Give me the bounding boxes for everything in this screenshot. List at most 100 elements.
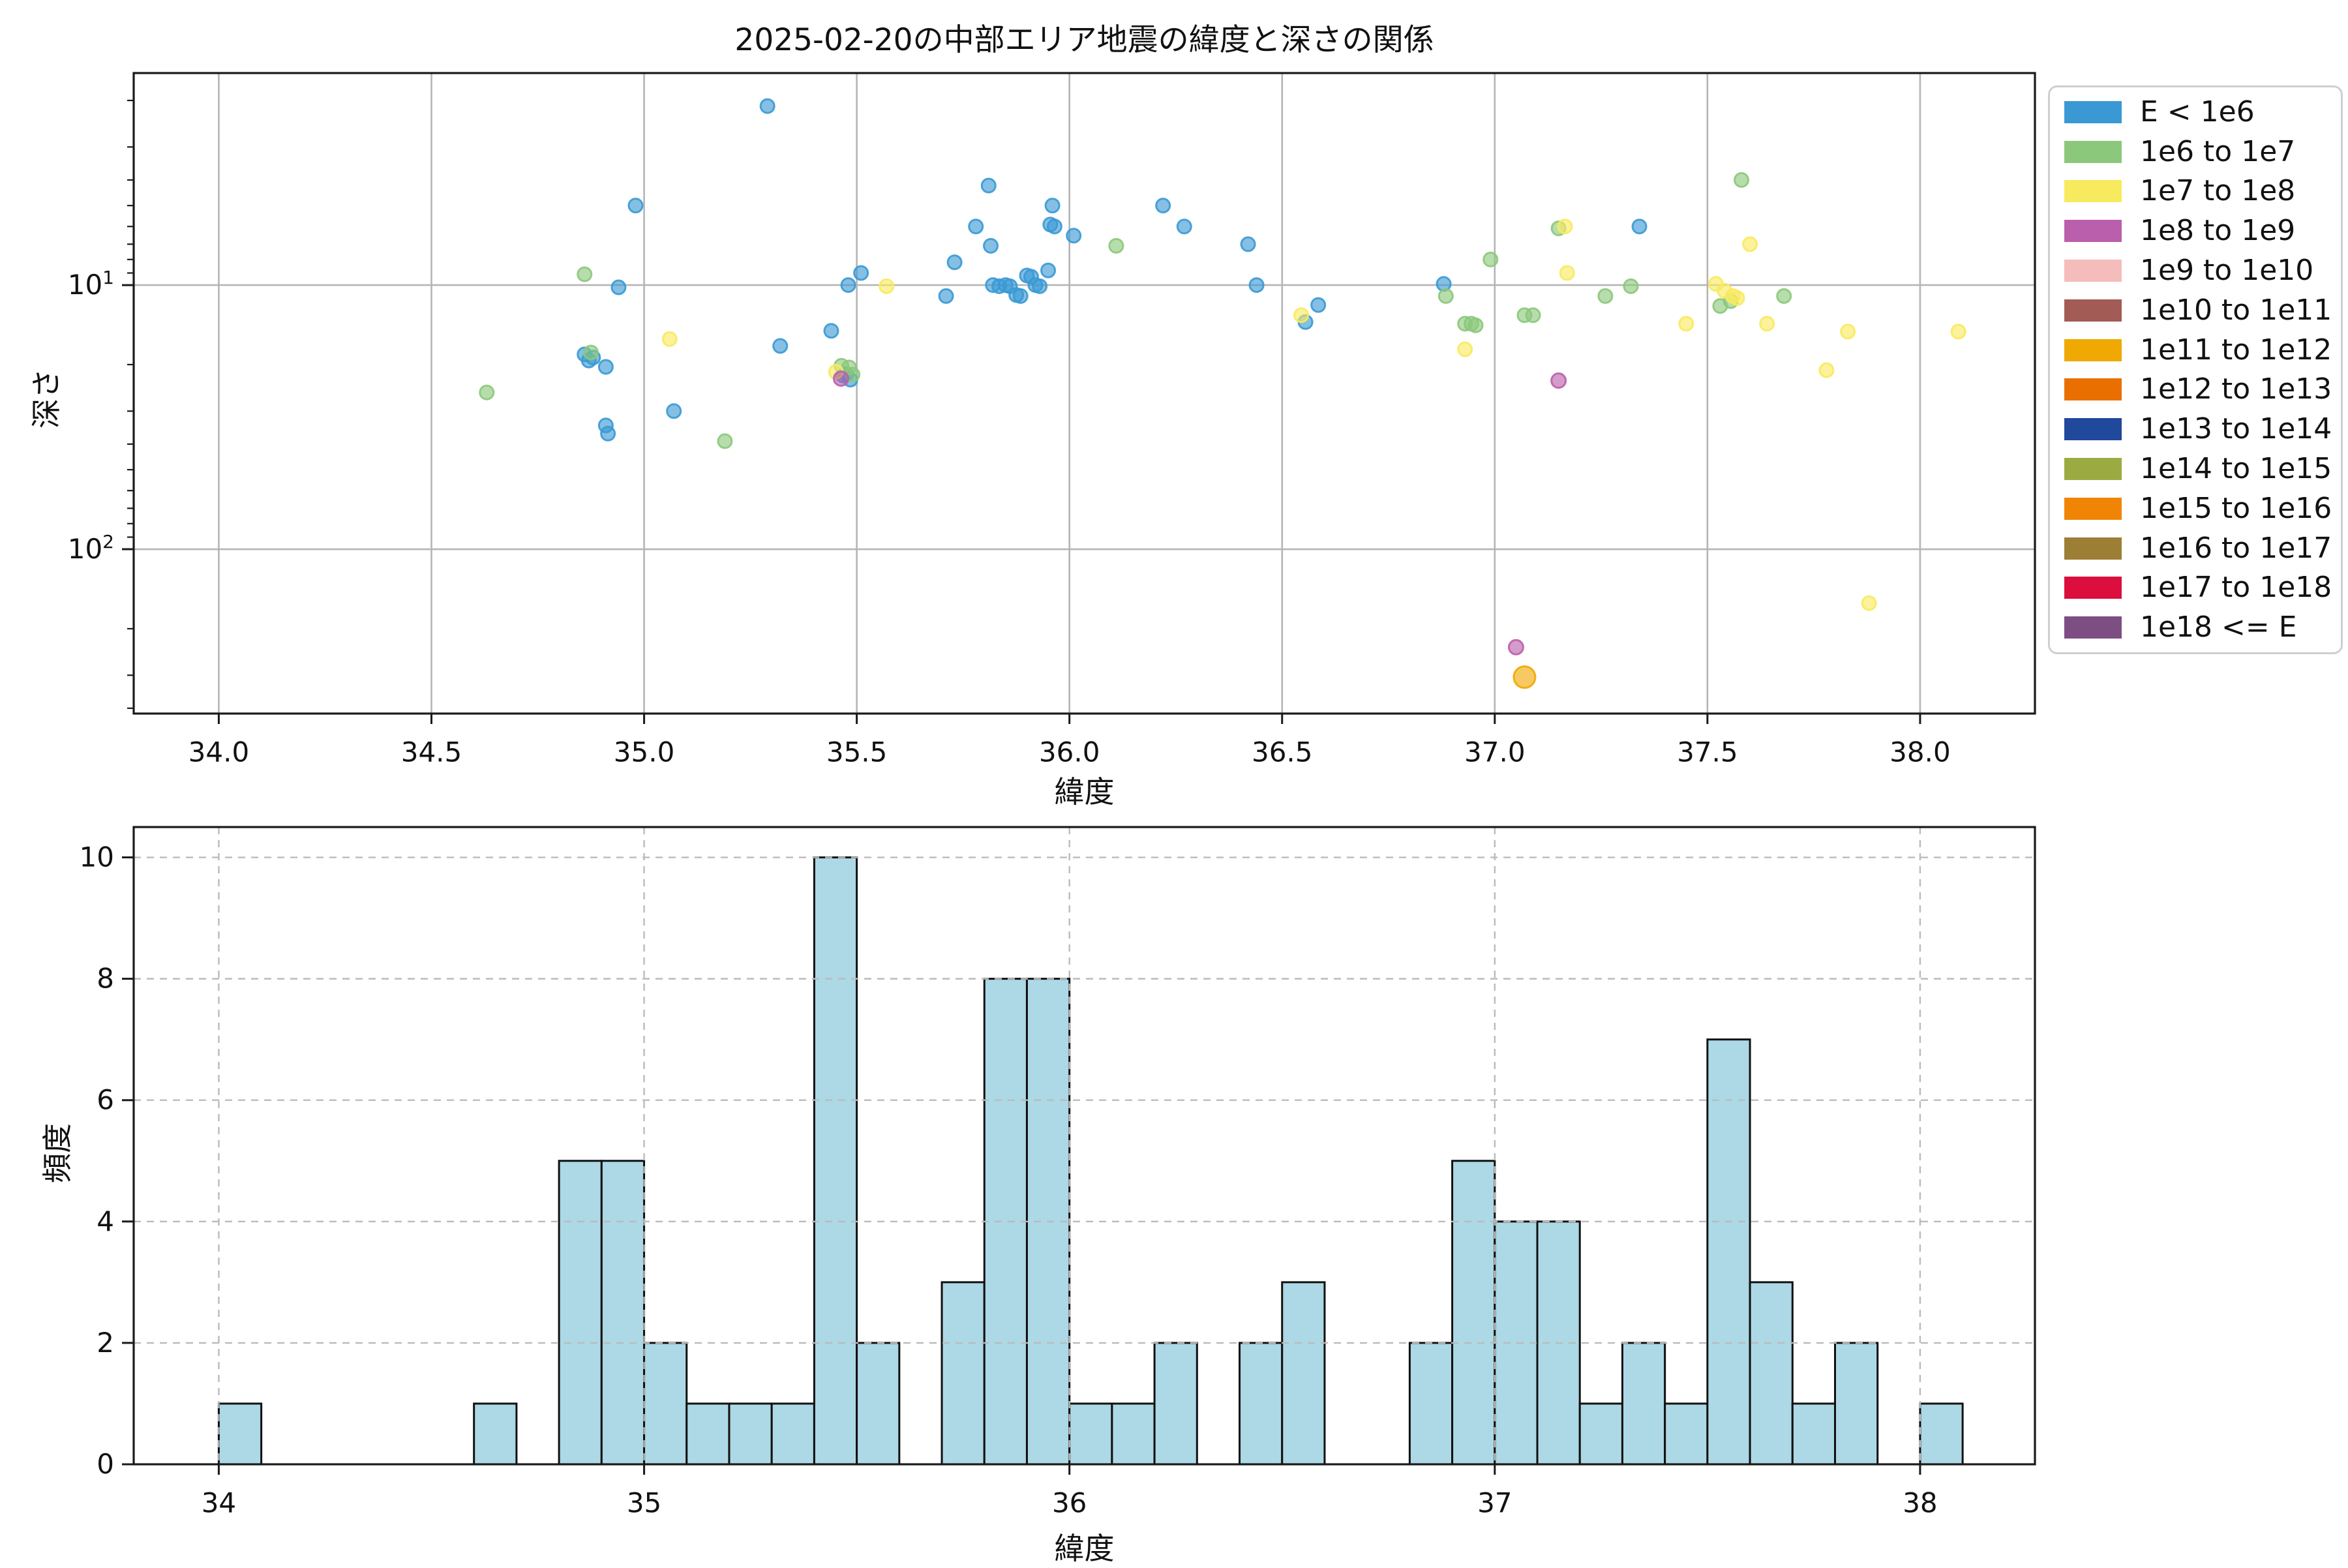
- hist-bar: [643, 1342, 688, 1466]
- scatter-points: [479, 98, 1966, 689]
- hist-bar: [813, 856, 858, 1466]
- scatter-point: [1678, 316, 1694, 332]
- hist-yaxis-label: 頻度: [40, 1123, 75, 1183]
- legend-entry-label: 1e14 to 1e15: [2140, 451, 2332, 485]
- scatter-point: [1631, 219, 1648, 235]
- hist-grid: [134, 827, 2035, 1464]
- legend-swatch-pink: [2064, 259, 2122, 282]
- hist-bar: [1834, 1342, 1879, 1466]
- scatter-xtick-label: 38.0: [1889, 736, 1951, 768]
- scatter-point: [1559, 265, 1575, 281]
- scatter-point: [823, 323, 839, 339]
- scatter-point: [1483, 251, 1499, 267]
- hist-bar: [1621, 1342, 1666, 1466]
- scatter-point: [1623, 278, 1639, 294]
- hist-bar: [1919, 1402, 1964, 1466]
- scatter-series-blue: [577, 98, 1648, 442]
- scatter-point: [1550, 372, 1567, 389]
- legend: E < 1e6 1e6 to 1e7 1e7 to 1e8 1e8 to 1e9 1e9…: [2048, 85, 2343, 654]
- hist-bar: [1791, 1402, 1837, 1466]
- scatter-point: [1759, 316, 1775, 332]
- hist-bar: [1281, 1281, 1326, 1466]
- legend-entry: 1e7 to 1e8: [2064, 172, 2341, 210]
- hist-bar: [685, 1402, 730, 1466]
- hist-bar: [473, 1402, 518, 1466]
- hist-ytick-label: 4: [97, 1205, 114, 1237]
- scatter-point: [1729, 290, 1745, 307]
- hist-bar: [1706, 1038, 1751, 1466]
- scatter-point: [666, 403, 682, 419]
- hist-bar: [558, 1160, 603, 1466]
- scatter-series-amber: [1513, 665, 1537, 689]
- scatter-grid: [134, 73, 2035, 714]
- legend-entry-label: 1e16 to 1e17: [2140, 531, 2332, 565]
- legend-entry: 1e10 to 1e11: [2064, 292, 2341, 329]
- legend-entry-label: 1e6 to 1e7: [2140, 134, 2296, 168]
- scatter-point: [627, 198, 644, 214]
- chart-title: 2025-02-20の中部エリア地震の緯度と深さの関係: [734, 22, 1434, 58]
- legend-entry-label: 1e15 to 1e16: [2140, 491, 2332, 525]
- scatter-point: [946, 254, 963, 271]
- scatter-point: [938, 288, 954, 304]
- scatter-point: [853, 265, 869, 281]
- scatter-point: [1597, 288, 1614, 304]
- scatter-point: [1525, 307, 1541, 324]
- scatter-xtick-label: 37.5: [1677, 736, 1738, 768]
- scatter-xtick-label: 34.0: [188, 736, 250, 768]
- scatter-point: [1950, 324, 1966, 340]
- hist-bar: [1664, 1402, 1709, 1466]
- scatter-point: [1066, 228, 1082, 244]
- legend-entry: 1e17 to 1e18: [2064, 569, 2341, 607]
- scatter-point: [879, 278, 895, 294]
- scatter-point: [1557, 219, 1573, 235]
- scatter-point: [1734, 172, 1750, 188]
- scatter-point: [597, 359, 614, 375]
- hist-bar: [1578, 1402, 1623, 1466]
- legend-entry: 1e8 to 1e9: [2064, 212, 2341, 250]
- legend-entry-label: 1e17 to 1e18: [2140, 571, 2332, 605]
- scatter-point: [1818, 362, 1835, 378]
- hist-xaxis-label: 緯度: [1054, 1531, 1115, 1566]
- legend-entry: 1e13 to 1e14: [2064, 410, 2341, 448]
- hist-ytick-label: 2: [97, 1327, 114, 1359]
- legend-swatch-amber: [2064, 339, 2122, 361]
- scatter-xtick-label: 34.5: [401, 736, 462, 768]
- scatter-point: [600, 425, 616, 442]
- scatter-point: [968, 219, 984, 235]
- scatter-point: [832, 370, 849, 387]
- scatter-point: [1012, 288, 1029, 304]
- scatter-point: [1032, 278, 1048, 294]
- hist-xtick-label: 34: [202, 1487, 236, 1519]
- legend-swatch-yellow: [2064, 180, 2122, 203]
- legend-swatch-navy: [2064, 418, 2122, 441]
- scatter-xtick-label: 36.0: [1039, 736, 1100, 768]
- scatter-point: [1240, 236, 1256, 252]
- hist-xtick-label: 37: [1477, 1487, 1512, 1519]
- hist-bar: [1451, 1160, 1496, 1466]
- hist-xtick-label: 38: [1903, 1487, 1937, 1519]
- hist-bar: [217, 1402, 263, 1466]
- legend-entry: 1e6 to 1e7: [2064, 133, 2341, 171]
- scatter-point: [1776, 288, 1792, 304]
- legend-entry: 1e12 to 1e13: [2064, 370, 2341, 408]
- legend-swatch-khaki: [2064, 537, 2122, 560]
- scatter-point: [1176, 219, 1192, 235]
- legend-swatch-crimson: [2064, 577, 2122, 599]
- legend-swatch-orange: [2064, 378, 2122, 401]
- scatter-point: [577, 266, 593, 282]
- hist-bar: [1239, 1342, 1284, 1466]
- hist-bar: [856, 1342, 901, 1466]
- legend-entry-label: 1e11 to 1e12: [2140, 333, 2332, 367]
- scatter-point: [1108, 237, 1124, 254]
- hist-bar: [1408, 1342, 1454, 1466]
- scatter-point: [1840, 324, 1856, 340]
- scatter-yaxis-label: 深さ: [29, 369, 64, 429]
- scatter-xtick-label: 37.0: [1464, 736, 1526, 768]
- hist-bar: [770, 1402, 815, 1466]
- scatter-point: [759, 98, 775, 114]
- scatter-point: [1044, 198, 1061, 214]
- scatter-point: [1507, 639, 1524, 656]
- legend-entry-label: E < 1e6: [2140, 95, 2255, 128]
- scatter-point: [1861, 595, 1877, 611]
